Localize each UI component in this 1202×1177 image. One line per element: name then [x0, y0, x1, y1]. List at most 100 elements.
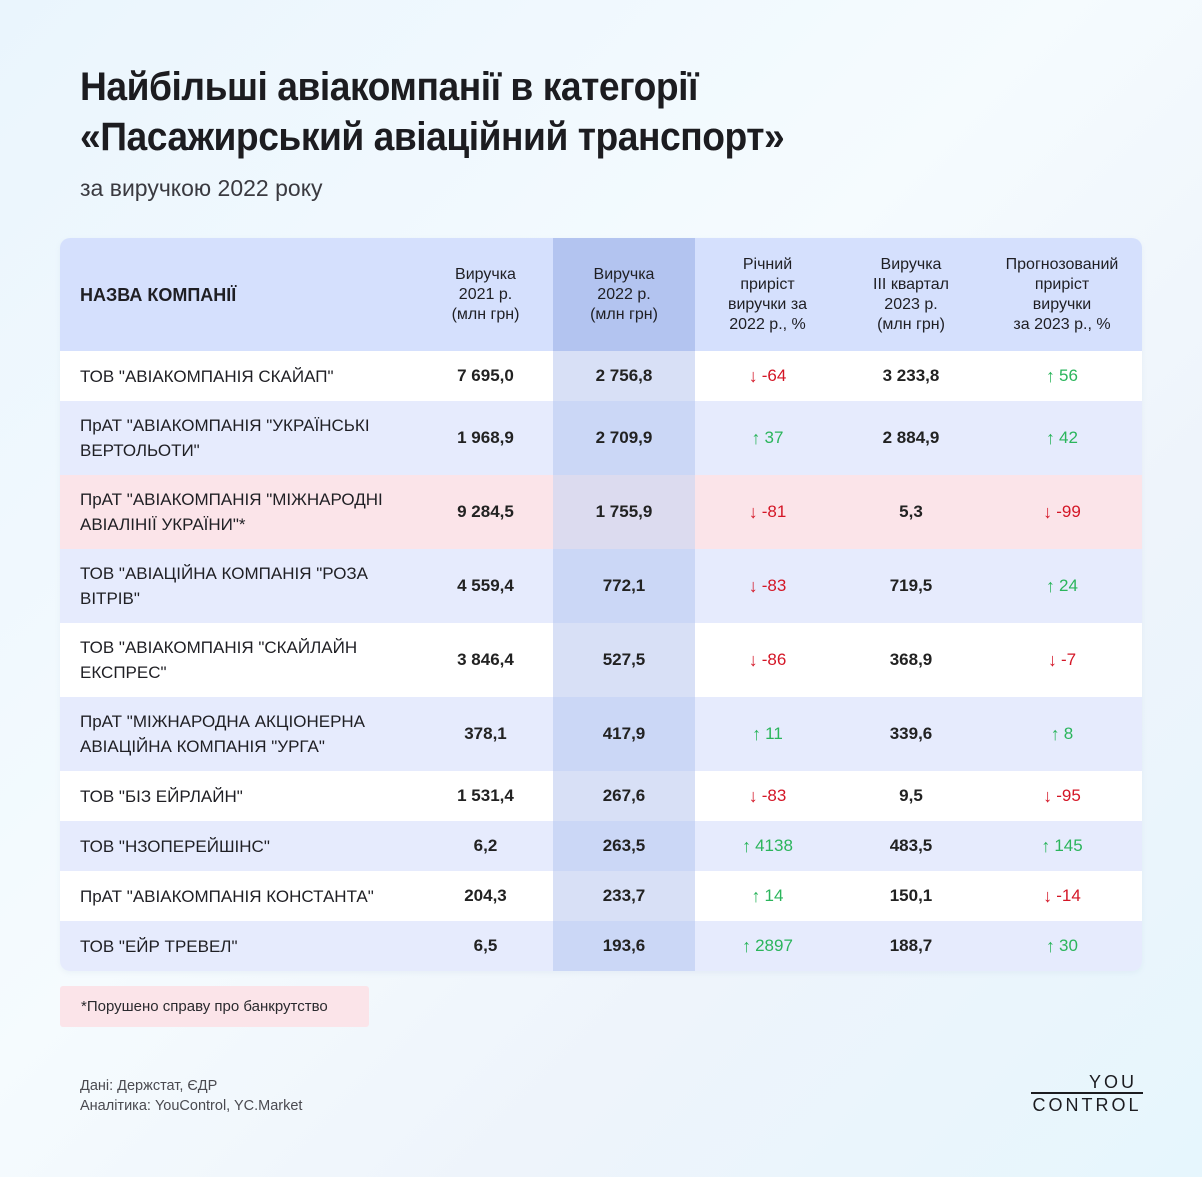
arrow-down-icon: ↓ [748, 501, 758, 522]
arrow-down-icon: ↓ [748, 365, 758, 386]
revenue-2021: 4 559,4 [418, 549, 553, 623]
forecast-2023: ↓ -95 [1043, 785, 1081, 806]
company-name: ПрАТ "АВІАКОМПАНІЯ "УКРАЇНСЬКІ ВЕРТОЛЬОТИ… [60, 401, 418, 475]
revenue-2021: 3 846,4 [418, 623, 553, 697]
company-name: ТОВ "ЕЙР ТРЕВЕЛ" [60, 921, 418, 971]
forecast-2023-cell: ↑ 145 [982, 821, 1142, 871]
title-line-2: «Пасажирський авіаційний транспорт» [80, 115, 785, 159]
company-name-line: ВЕРТОЛЬОТИ" [80, 441, 200, 460]
sources: Дані: Держстат, ЄДР Аналітика: YouContro… [80, 1076, 302, 1116]
arrow-up-icon: ↑ [742, 935, 752, 956]
revenue-q3-2023: 9,5 [840, 771, 982, 821]
forecast-2023: ↑ 30 [1046, 935, 1078, 956]
youcontrol-logo: YOU CONTROL [1031, 1073, 1143, 1114]
forecast-2023-cell: ↑ 56 [982, 351, 1142, 401]
company-name-line: АВІАЛІНІЇ УКРАЇНИ"* [80, 515, 246, 534]
growth-2022: ↑ 11 [752, 723, 783, 744]
company-name: ПрАТ "АВІАКОМПАНІЯ КОНСТАНТА" [60, 871, 418, 921]
forecast-2023: ↑ 145 [1041, 835, 1083, 856]
revenue-2022: 2 756,8 [553, 351, 695, 401]
revenue-q3-2023: 368,9 [840, 623, 982, 697]
arrow-down-icon: ↓ [1043, 885, 1053, 906]
growth-2022: ↓ -81 [748, 501, 787, 522]
table-row: ТОВ "АВІАКОМПАНІЯ "СКАЙЛАЙН ЕКСПРЕС" 3 84… [60, 623, 1142, 697]
revenue-2021: 378,1 [418, 697, 553, 771]
arrow-up-icon: ↑ [1046, 365, 1056, 386]
company-name: ТОВ "АВІАКОМПАНІЯ СКАЙАП" [60, 351, 418, 401]
growth-2022-cell: ↑ 11 [695, 697, 840, 771]
table-row: ТОВ "БІЗ ЕЙРЛАЙН" 1 531,4 267,6 ↓ -83 9,… [60, 771, 1142, 821]
forecast-2023-cell: ↑ 42 [982, 401, 1142, 475]
revenue-2021: 6,2 [418, 821, 553, 871]
arrow-up-icon: ↑ [751, 885, 761, 906]
table-row: ТОВ "АВІАКОМПАНІЯ СКАЙАП" 7 695,0 2 756,… [60, 351, 1142, 401]
company-name-line: АВІАЦІЙНА КОМПАНІЯ "УРГА" [80, 737, 325, 756]
company-name-line: ВІТРІВ" [80, 589, 140, 608]
company-name-line: ТОВ "НЗОПЕРЕЙШІНС" [80, 836, 270, 856]
forecast-2023: ↑ 42 [1046, 427, 1078, 448]
title-line-1: Найбільші авіакомпанії в категорії [80, 65, 698, 109]
revenue-2021: 1 968,9 [418, 401, 553, 475]
growth-2022: ↑ 14 [751, 885, 784, 906]
table-row: ПрАТ "АВІАКОМПАНІЯ КОНСТАНТА" 204,3 233,… [60, 871, 1142, 921]
revenue-2021: 9 284,5 [418, 475, 553, 549]
table-row: ПрАТ "АВІАКОМПАНІЯ "УКРАЇНСЬКІ ВЕРТОЛЬОТИ… [60, 401, 1142, 475]
arrow-up-icon: ↑ [1041, 835, 1051, 856]
forecast-2023: ↑ 8 [1050, 723, 1074, 744]
revenue-q3-2023: 339,6 [840, 697, 982, 771]
page-title: Найбільші авіакомпанії в категорії «Паса… [80, 62, 785, 162]
revenue-q3-2023: 719,5 [840, 549, 982, 623]
revenue-2022: 267,6 [553, 771, 695, 821]
table-row: ПрАТ "МІЖНАРОДНА АКЦІОНЕРНА АВІАЦІЙНА КОМ… [60, 697, 1142, 771]
table-row: ТОВ "НЗОПЕРЕЙШІНС" 6,2 263,5 ↑ 4138 483,… [60, 821, 1142, 871]
growth-2022-cell: ↓ -83 [695, 549, 840, 623]
revenue-q3-2023: 3 233,8 [840, 351, 982, 401]
airlines-table: НАЗВА КОМПАНІЇ Виручка 2021 р. (млн грн)… [60, 238, 1142, 971]
forecast-2023: ↓ -14 [1043, 885, 1081, 906]
company-name: ПрАТ "АВІАКОМПАНІЯ "МІЖНАРОДНІ АВІАЛІНІЇ … [60, 475, 418, 549]
table-header-row: НАЗВА КОМПАНІЇ Виручка 2021 р. (млн грн)… [60, 238, 1142, 351]
growth-2022: ↑ 4138 [742, 835, 793, 856]
table-row: ТОВ "ЕЙР ТРЕВЕЛ" 6,5 193,6 ↑ 2897 188,7 … [60, 921, 1142, 971]
analytics-source: Аналітика: YouControl, YC.Market [80, 1098, 303, 1114]
revenue-q3-2023: 2 884,9 [840, 401, 982, 475]
forecast-2023: ↑ 24 [1046, 575, 1078, 596]
logo-bottom-text: CONTROL [1032, 1095, 1142, 1115]
revenue-2022: 772,1 [553, 549, 695, 623]
revenue-2021: 1 531,4 [418, 771, 553, 821]
growth-2022: ↓ -86 [748, 649, 787, 670]
growth-2022-cell: ↑ 37 [695, 401, 840, 475]
company-name-line: ПрАТ "АВІАКОМПАНІЯ "УКРАЇНСЬКІ [80, 416, 370, 435]
growth-2022-cell: ↑ 4138 [695, 821, 840, 871]
data-source: Дані: Держстат, ЄДР [80, 1078, 218, 1094]
growth-2022: ↓ -64 [748, 365, 787, 386]
forecast-2023-cell: ↓ -95 [982, 771, 1142, 821]
company-name-line: ЕКСПРЕС" [80, 663, 167, 682]
growth-2022-cell: ↑ 14 [695, 871, 840, 921]
revenue-2022: 417,9 [553, 697, 695, 771]
table-row: ПрАТ "АВІАКОМПАНІЯ "МІЖНАРОДНІ АВІАЛІНІЇ … [60, 475, 1142, 549]
column-header-revenue-q3-2023: Виручка III квартал 2023 р. (млн грн) [840, 238, 982, 351]
forecast-2023-cell: ↓ -99 [982, 475, 1142, 549]
revenue-q3-2023: 5,3 [840, 475, 982, 549]
revenue-2022: 193,6 [553, 921, 695, 971]
company-name-line: ТОВ "АВІАКОМПАНІЯ "СКАЙЛАЙН [80, 638, 358, 657]
growth-2022: ↑ 37 [751, 427, 784, 448]
arrow-down-icon: ↓ [748, 649, 758, 670]
forecast-2023: ↓ -7 [1047, 649, 1077, 670]
column-header-growth-2022: Річний приріст виручки за 2022 р., % [695, 238, 840, 351]
arrow-up-icon: ↑ [1046, 575, 1056, 596]
company-name-line: ТОВ "АВІАЦІЙНА КОМПАНІЯ "РОЗА [80, 564, 369, 583]
arrow-up-icon: ↑ [1050, 723, 1060, 744]
company-name-line: ПрАТ "МІЖНАРОДНА АКЦІОНЕРНА [80, 712, 366, 731]
revenue-q3-2023: 188,7 [840, 921, 982, 971]
growth-2022-cell: ↑ 2897 [695, 921, 840, 971]
growth-2022: ↓ -83 [748, 785, 787, 806]
page-subtitle: за виручкою 2022 року [80, 175, 323, 201]
growth-2022-cell: ↓ -81 [695, 475, 840, 549]
revenue-2022: 527,5 [553, 623, 695, 697]
arrow-down-icon: ↓ [1043, 501, 1053, 522]
arrow-up-icon: ↑ [751, 427, 761, 448]
growth-2022-cell: ↓ -86 [695, 623, 840, 697]
revenue-q3-2023: 483,5 [840, 821, 982, 871]
